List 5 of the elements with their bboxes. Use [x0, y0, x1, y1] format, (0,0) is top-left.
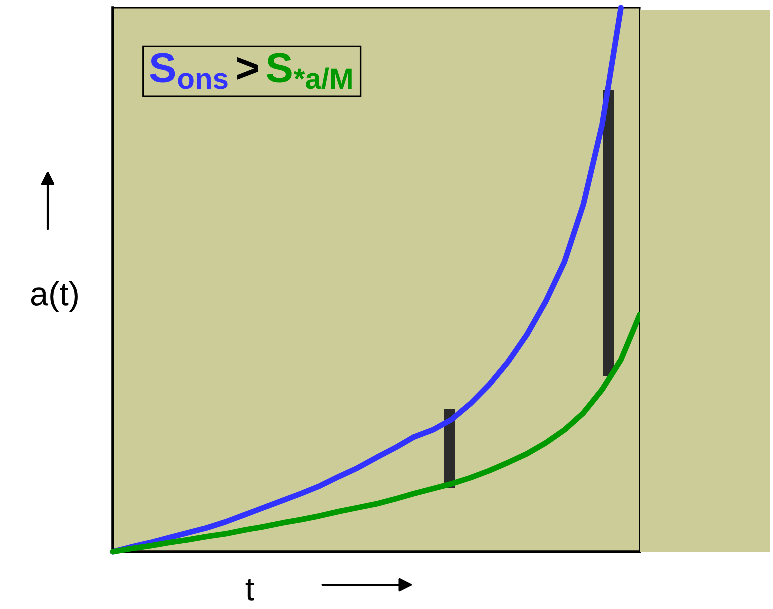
x-axis-title: t: [246, 579, 254, 601]
text: S$_{ons}$: [150, 53, 228, 90]
annotation: >: [238, 57, 258, 80]
text: S$_{*a/M}$: [266, 53, 352, 90]
y-axis-title: a(t): [31, 281, 78, 313]
